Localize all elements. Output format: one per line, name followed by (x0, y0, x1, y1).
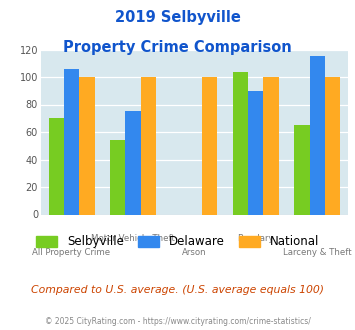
Text: © 2025 CityRating.com - https://www.cityrating.com/crime-statistics/: © 2025 CityRating.com - https://www.city… (45, 317, 310, 326)
Bar (125, 112, 141, 214)
Bar (248, 91, 263, 214)
Bar (49, 118, 64, 214)
Bar (325, 77, 340, 214)
Bar (79, 77, 94, 214)
Bar (141, 77, 156, 214)
Text: Motor Vehicle Theft: Motor Vehicle Theft (91, 234, 175, 243)
Bar (263, 77, 279, 214)
Text: Compared to U.S. average. (U.S. average equals 100): Compared to U.S. average. (U.S. average … (31, 285, 324, 295)
Text: Larceny & Theft: Larceny & Theft (283, 248, 351, 257)
Text: 2019 Selbyville: 2019 Selbyville (115, 10, 240, 25)
Text: Property Crime Comparison: Property Crime Comparison (63, 40, 292, 54)
Text: Burglary: Burglary (237, 234, 274, 243)
Bar (202, 77, 217, 214)
Bar (233, 72, 248, 214)
Text: Arson: Arson (182, 248, 207, 257)
Legend: Selbyville, Delaware, National: Selbyville, Delaware, National (32, 231, 323, 253)
Text: All Property Crime: All Property Crime (32, 248, 111, 257)
Bar (310, 56, 325, 214)
Bar (64, 69, 79, 214)
Bar (294, 125, 310, 214)
Bar (110, 140, 125, 214)
